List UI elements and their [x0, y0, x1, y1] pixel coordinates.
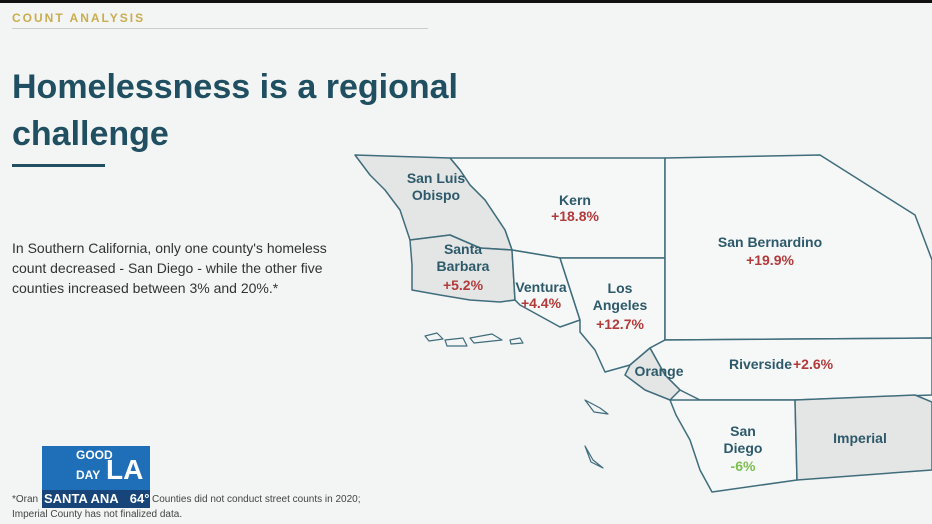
temperature: 64°: [129, 491, 150, 506]
county-name: Orange: [634, 363, 684, 379]
orange: [624, 347, 681, 401]
county-change: +4.4%: [520, 295, 562, 311]
county-name: Riverside: [728, 356, 792, 372]
county-name: Los Angeles: [592, 280, 648, 313]
imperial: [794, 394, 932, 481]
county-name: San Bernardino: [717, 234, 823, 250]
islands: [424, 332, 609, 469]
county-change: -6%: [730, 458, 756, 474]
county-change: +19.9%: [746, 252, 794, 268]
county-name: San Luis Obispo: [406, 170, 466, 203]
county-name: Santa Barbara: [436, 241, 490, 274]
san-diego: [669, 399, 798, 493]
logo-text: LA: [106, 454, 144, 485]
top-border: [0, 0, 932, 3]
logo: GOOD DAY LA: [42, 446, 150, 490]
logo-text: DAY: [76, 468, 101, 482]
weather-bar: SANTA ANA 64°: [42, 490, 150, 508]
county-change: +12.7%: [596, 316, 644, 332]
county-name: Imperial: [833, 430, 887, 446]
county-name: Kern: [559, 192, 591, 208]
county-change: +2.6%: [793, 356, 834, 372]
footnote: *Oran: [12, 494, 39, 505]
county-name: San Diego: [723, 423, 763, 456]
county-name: Ventura: [515, 279, 567, 295]
footnote: Counties did not conduct street counts i…: [152, 494, 361, 505]
county-change: +18.8%: [551, 208, 599, 224]
title-underline: [12, 164, 105, 167]
santa-barbara: [409, 234, 516, 303]
city: SANTA ANA: [44, 491, 119, 506]
county-change: +5.2%: [442, 277, 484, 293]
logo-text: GOOD: [76, 448, 113, 462]
body-text: In Southern California, only one county'…: [12, 240, 327, 296]
section-label: COUNT ANALYSIS: [12, 11, 146, 25]
footnote: Imperial County has not finalized data.: [12, 509, 183, 520]
title: Homelessness is a regional challenge: [12, 68, 458, 153]
rule: [12, 28, 428, 29]
